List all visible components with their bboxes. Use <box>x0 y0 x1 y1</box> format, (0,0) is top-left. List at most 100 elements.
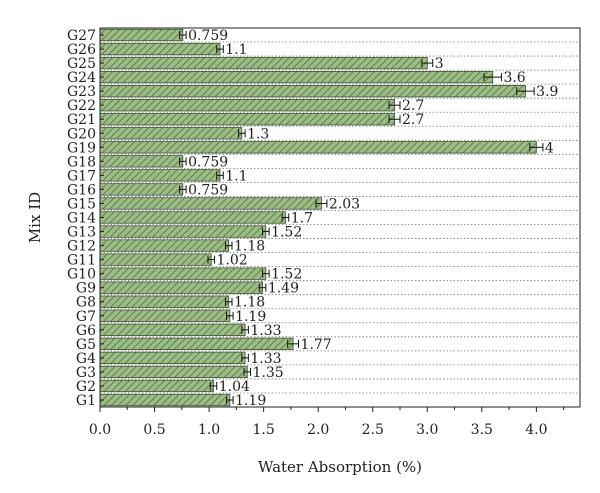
value-label-g9: 1.49 <box>268 281 299 297</box>
y-tick-label-g14: G14 <box>67 211 96 227</box>
error-bar-g16 <box>179 185 187 194</box>
value-labels: 1.191.041.351.331.771.331.191.181.491.52… <box>188 28 558 409</box>
bar-g23 <box>99 85 526 98</box>
error-bar-g12 <box>224 241 233 250</box>
y-tick-label-g19: G19 <box>67 140 96 156</box>
y-tick-label-g20: G20 <box>67 126 96 142</box>
y-tick-label-g26: G26 <box>67 42 96 58</box>
y-tick-label-g13: G13 <box>67 225 96 241</box>
y-tick-label-g9: G9 <box>76 281 96 297</box>
bar-g17 <box>99 169 221 182</box>
bar-g3 <box>99 365 248 379</box>
bar-g27 <box>99 28 184 42</box>
y-tick-label-g27: G27 <box>67 28 96 44</box>
y-axis-ticks: G1G2G3G4G5G6G7G8G9G10G11G12G13G14G15G16G… <box>67 28 104 409</box>
bar-g24 <box>99 70 494 84</box>
bar-g6 <box>99 323 246 336</box>
value-label-g7: 1.19 <box>235 309 266 325</box>
bar-g12 <box>99 239 230 252</box>
value-label-g14: 1.7 <box>291 211 313 227</box>
error-bar-g24 <box>483 73 502 82</box>
bar-g25 <box>99 56 428 70</box>
error-bar-g5 <box>287 339 300 348</box>
error-bar-g13 <box>262 227 270 236</box>
bar-g9 <box>99 281 263 294</box>
value-label-g20: 1.3 <box>247 126 269 142</box>
y-tick-label-g12: G12 <box>67 239 96 255</box>
x-axis-title: Water Absorption (%) <box>258 458 422 476</box>
value-label-g2: 1.04 <box>219 379 250 395</box>
value-label-g15: 2.03 <box>329 196 360 212</box>
value-label-g4: 1.33 <box>250 351 281 367</box>
bar-g4 <box>99 351 246 365</box>
error-bar-g8 <box>224 297 233 306</box>
error-bar-g7 <box>226 311 234 320</box>
bar-g19 <box>99 141 537 154</box>
error-bar-g18 <box>179 157 187 166</box>
value-label-g3: 1.35 <box>253 365 284 381</box>
error-bar-g20 <box>238 129 246 138</box>
y-tick-label-g22: G22 <box>67 98 96 114</box>
y-tick-label-g10: G10 <box>67 267 96 283</box>
x-tick-label: 2.0 <box>307 422 329 438</box>
y-axis-title: Mix ID <box>26 192 44 243</box>
value-label-g17: 1.1 <box>225 168 247 184</box>
error-bar-g15 <box>315 199 328 208</box>
y-tick-label-g8: G8 <box>76 295 96 311</box>
value-label-g21: 2.7 <box>402 112 424 128</box>
error-bar-g1 <box>226 395 234 405</box>
error-bar-g23 <box>516 87 535 96</box>
value-label-g27: 0.759 <box>188 28 228 44</box>
y-tick-label-g1: G1 <box>76 393 96 409</box>
y-tick-label-g17: G17 <box>67 168 96 184</box>
y-tick-label-g3: G3 <box>76 365 96 381</box>
y-tick-label-g24: G24 <box>67 70 96 86</box>
y-tick-label-g6: G6 <box>76 323 96 339</box>
bar-g10 <box>99 267 267 280</box>
y-tick-label-g15: G15 <box>67 196 96 212</box>
value-label-g6: 1.33 <box>250 323 281 339</box>
x-tick-label: 3.5 <box>471 422 493 438</box>
x-tick-label: 1.0 <box>198 422 220 438</box>
value-label-g8: 1.18 <box>234 295 265 311</box>
bar-g22 <box>99 99 395 112</box>
error-bar-g9 <box>258 283 267 292</box>
bar-g1 <box>99 393 231 407</box>
y-tick-label-g25: G25 <box>67 56 96 72</box>
error-bar-g11 <box>207 255 216 264</box>
value-label-g18: 0.759 <box>188 154 228 170</box>
error-bar-g27 <box>179 30 187 40</box>
error-bar-g17 <box>216 171 224 180</box>
value-label-g1: 1.19 <box>235 393 266 409</box>
error-bar-g21 <box>388 115 401 124</box>
bar-g5 <box>99 337 294 350</box>
y-tick-label-g18: G18 <box>67 154 96 170</box>
x-tick-label: 1.5 <box>253 422 275 438</box>
y-tick-label-g21: G21 <box>67 112 96 128</box>
bar-g15 <box>99 197 322 210</box>
x-axis-ticks: 0.0 0.5 1.0 1.5 2.0 2.5 3.0 3.5 4.0 <box>89 407 565 438</box>
bar-g26 <box>99 42 221 56</box>
bars <box>99 28 544 407</box>
error-bar-g4 <box>241 353 249 362</box>
y-tick-label-g2: G2 <box>76 379 96 395</box>
bar-g13 <box>99 225 267 238</box>
y-tick-label-g5: G5 <box>76 337 96 353</box>
value-label-g12: 1.18 <box>234 239 265 255</box>
bar-g14 <box>99 211 286 224</box>
y-tick-label-g7: G7 <box>76 309 96 325</box>
value-label-g10: 1.52 <box>271 267 302 283</box>
bar-g2 <box>99 379 214 393</box>
value-label-g11: 1.02 <box>217 253 248 269</box>
error-bar-g26 <box>216 45 224 54</box>
bar-g18 <box>99 155 184 168</box>
value-label-g5: 1.77 <box>301 337 332 353</box>
error-bar-g2 <box>209 381 218 390</box>
error-bar-g22 <box>388 101 401 110</box>
bar-g8 <box>99 295 230 308</box>
value-label-g24: 3.6 <box>503 70 525 86</box>
error-bar-g14 <box>281 213 290 222</box>
value-label-g25: 3 <box>435 56 444 72</box>
value-label-g23: 3.9 <box>536 84 558 100</box>
